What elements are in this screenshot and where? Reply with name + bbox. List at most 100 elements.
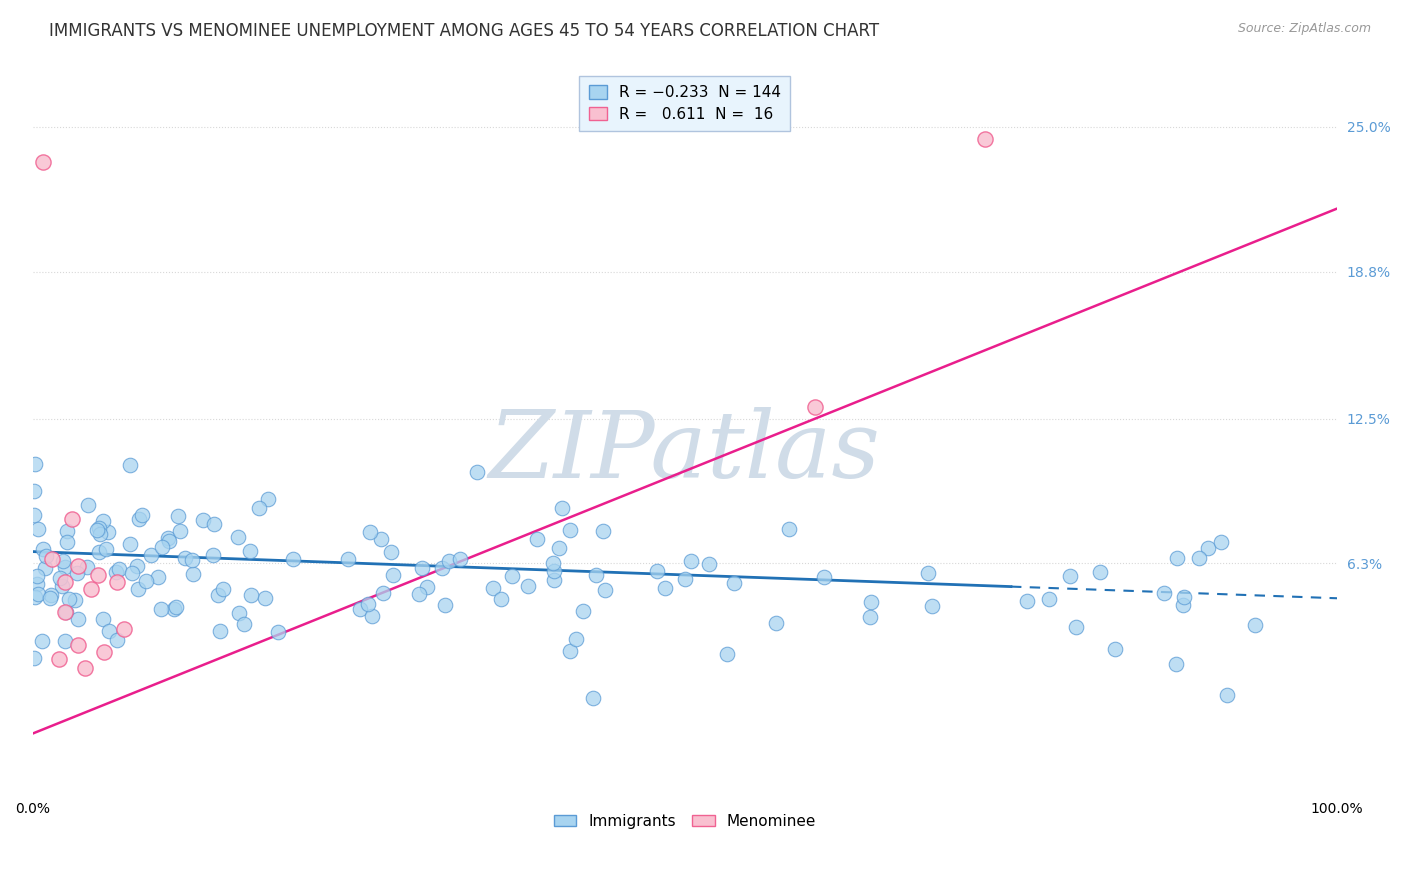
Point <box>152 540 174 554</box>
Point <box>408 587 430 601</box>
Point <box>917 566 939 581</box>
Point <box>148 570 170 584</box>
Point <box>157 532 180 546</box>
Point <box>67 558 90 573</box>
Point <box>481 581 503 595</box>
Point <box>49 571 72 585</box>
Point <box>41 551 63 566</box>
Point <box>139 548 162 562</box>
Point <box>97 524 120 539</box>
Point <box>163 602 186 616</box>
Point <box>349 601 371 615</box>
Point <box>433 598 456 612</box>
Point <box>39 588 62 602</box>
Point <box>595 583 617 598</box>
Point <box>1211 535 1233 549</box>
Point <box>357 597 380 611</box>
Point <box>1066 620 1088 634</box>
Point <box>359 525 381 540</box>
Point <box>87 568 110 582</box>
Point <box>66 566 89 580</box>
Point <box>60 512 83 526</box>
Point <box>572 604 595 618</box>
Point <box>371 586 394 600</box>
Point <box>1171 598 1194 612</box>
Point <box>89 545 111 559</box>
Point <box>150 602 173 616</box>
Point <box>232 616 254 631</box>
Point <box>1173 591 1195 605</box>
Point <box>526 533 548 547</box>
Point <box>105 574 128 589</box>
Point <box>558 524 581 538</box>
Point <box>128 512 150 526</box>
Point <box>1197 541 1219 556</box>
Point <box>581 690 603 705</box>
Point <box>52 554 75 568</box>
Point <box>98 624 121 639</box>
Point <box>127 582 149 596</box>
Point <box>24 457 46 471</box>
Point <box>91 515 114 529</box>
Point <box>76 559 98 574</box>
Point <box>22 508 45 523</box>
Point <box>202 517 225 532</box>
Point <box>94 541 117 556</box>
Point <box>104 566 127 580</box>
Point <box>120 458 142 472</box>
Point <box>56 524 79 538</box>
Point <box>1166 551 1188 566</box>
Point <box>93 645 115 659</box>
Point <box>166 508 188 523</box>
Point <box>112 622 135 636</box>
Point <box>22 651 45 665</box>
Point <box>135 574 157 588</box>
Point <box>501 569 523 583</box>
Point <box>973 131 995 145</box>
Point <box>105 632 128 647</box>
Point <box>489 592 512 607</box>
Point <box>207 588 229 602</box>
Point <box>716 647 738 661</box>
Point <box>465 465 488 479</box>
Point <box>80 582 103 596</box>
Point <box>1164 657 1187 671</box>
Point <box>226 531 249 545</box>
Point <box>87 521 110 535</box>
Point <box>63 593 86 607</box>
Point <box>93 612 115 626</box>
Point <box>647 564 669 578</box>
Point <box>859 609 882 624</box>
Point <box>778 522 800 536</box>
Point <box>449 552 471 566</box>
Point <box>27 586 49 600</box>
Text: ZIPatlas: ZIPatlas <box>489 407 880 497</box>
Point <box>813 570 835 584</box>
Point <box>1188 551 1211 566</box>
Point <box>181 553 204 567</box>
Point <box>921 599 943 613</box>
Point <box>550 501 572 516</box>
Point <box>360 609 382 624</box>
Point <box>592 524 614 539</box>
Point <box>247 501 270 516</box>
Point <box>723 575 745 590</box>
Point <box>437 554 460 568</box>
Point <box>202 548 225 562</box>
Point <box>56 535 79 549</box>
Point <box>336 552 359 566</box>
Point <box>35 549 58 563</box>
Point <box>25 577 48 591</box>
Point <box>31 633 53 648</box>
Point <box>548 541 571 555</box>
Text: Source: ZipAtlas.com: Source: ZipAtlas.com <box>1237 22 1371 36</box>
Point <box>804 400 827 414</box>
Point <box>543 573 565 587</box>
Point <box>1059 569 1081 583</box>
Point <box>380 545 402 559</box>
Point <box>1153 586 1175 600</box>
Text: IMMIGRANTS VS MENOMINEE UNEMPLOYMENT AMONG AGES 45 TO 54 YEARS CORRELATION CHART: IMMIGRANTS VS MENOMINEE UNEMPLOYMENT AMO… <box>49 22 879 40</box>
Point <box>86 523 108 537</box>
Point <box>48 652 70 666</box>
Point <box>89 527 111 541</box>
